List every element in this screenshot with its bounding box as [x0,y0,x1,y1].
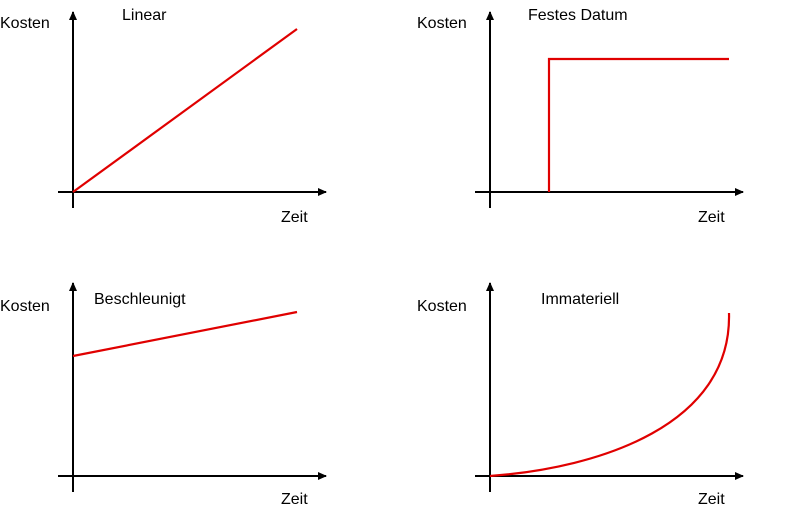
panel-title: Linear [122,7,167,24]
y-label: Kosten [417,15,467,32]
cost-curve [489,312,731,478]
panel-title: Festes Datum [528,7,628,24]
y-label: Kosten [417,298,467,315]
y-label: Kosten [0,15,50,32]
x-label: Zeit [281,491,308,507]
x-label: Zeit [698,491,725,507]
panel-linear: Kosten Linear Zeit [0,7,327,226]
panel-title: Beschleunigt [94,291,186,308]
panel-intangible: Kosten Immateriell Zeit [417,282,744,507]
y-label: Kosten [0,298,50,315]
panel-accelerated: Kosten Beschleunigt Zeit [0,282,327,507]
panel-title: Immateriell [541,291,619,308]
panel-fixed-date: Kosten Festes Datum Zeit [417,7,744,226]
cost-curve [72,310,298,358]
x-label: Zeit [281,209,308,226]
x-label: Zeit [698,209,725,226]
cost-curve [547,57,729,192]
cost-curve [72,28,298,193]
